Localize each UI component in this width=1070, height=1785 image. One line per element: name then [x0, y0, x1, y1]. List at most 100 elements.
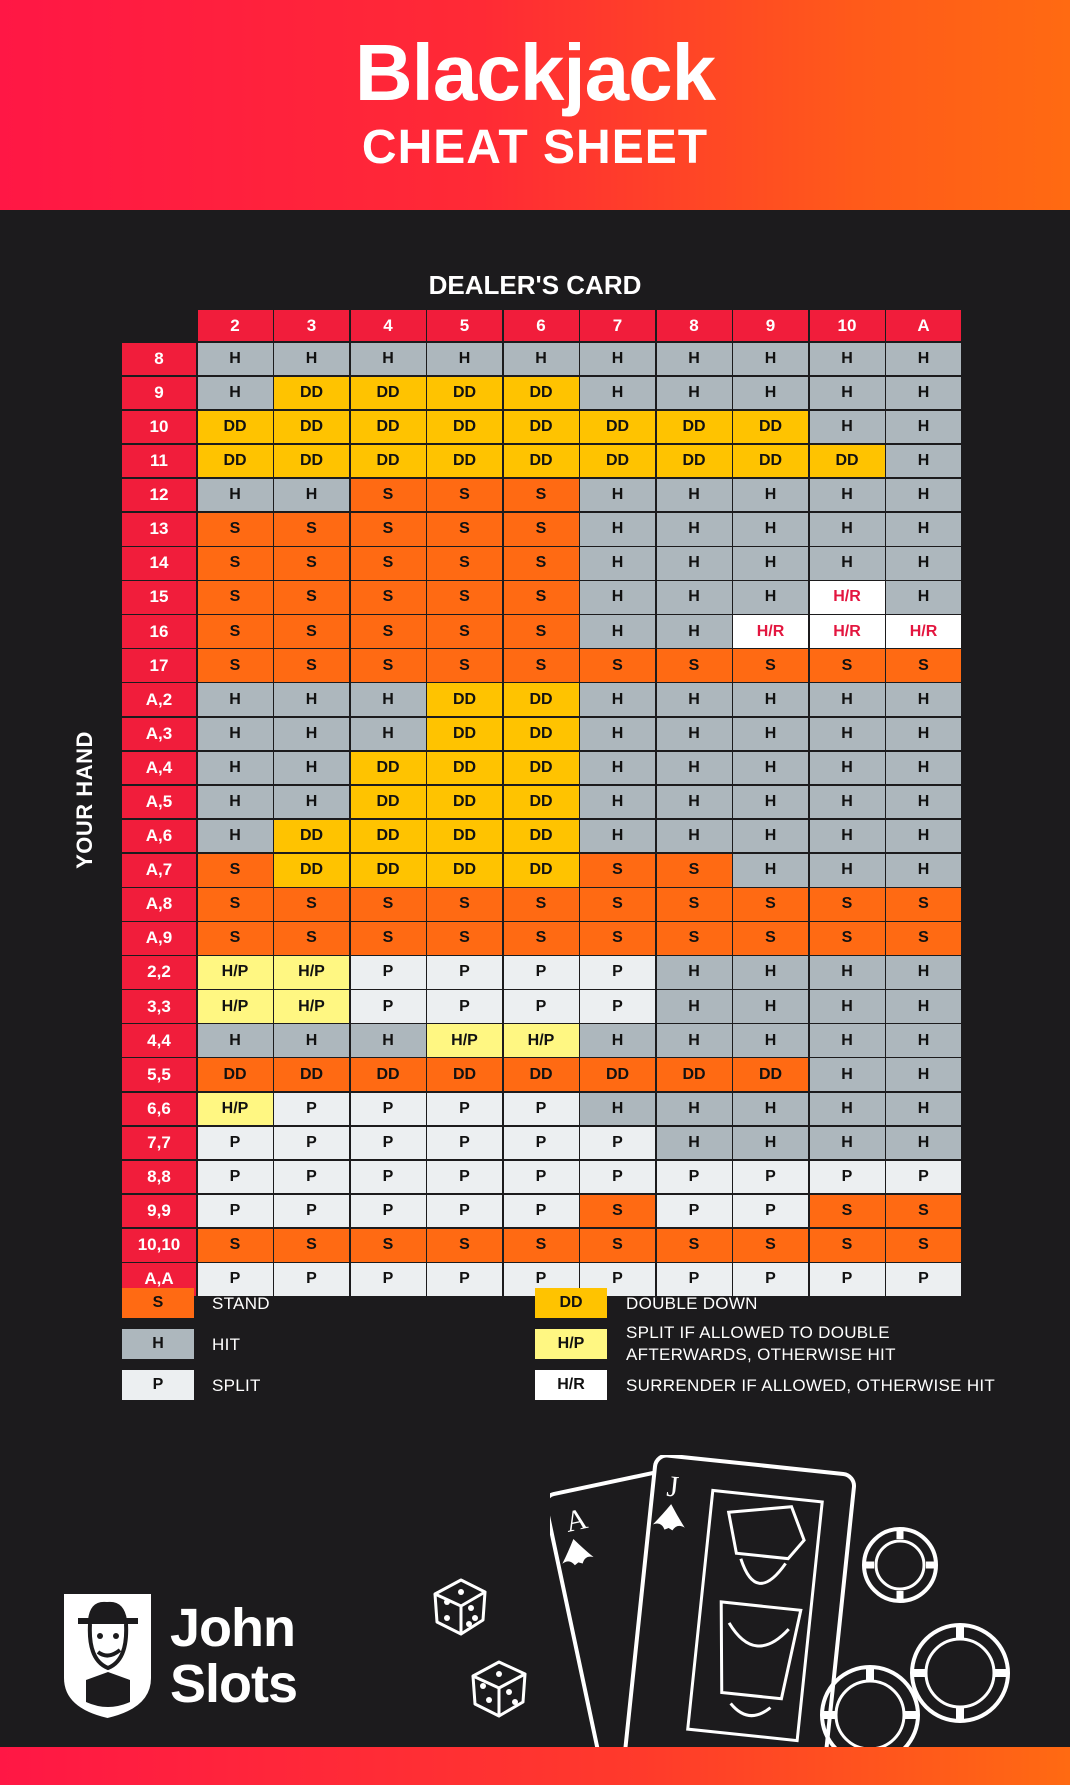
strategy-cell: H [733, 1126, 808, 1160]
strategy-cell: H [656, 990, 732, 1023]
strategy-cell: H/P [274, 956, 349, 989]
strategy-cell: DD [274, 444, 349, 478]
strategy-cell: H [733, 547, 808, 580]
your-hand-label: YOUR HAND [72, 731, 97, 869]
strategy-cell: H [656, 1092, 732, 1126]
strategy-cell: S [350, 888, 426, 921]
strategy-cell: P [427, 956, 502, 989]
hand-row-header: 12 [122, 478, 196, 512]
strategy-cell: H [580, 512, 655, 546]
strategy-cell: S [197, 615, 273, 648]
hand-row-header: 6,6 [122, 1092, 196, 1126]
dice-icon [471, 1660, 527, 1718]
strategy-cell: S [656, 888, 732, 921]
strategy-cell: H [886, 410, 961, 444]
page-title: Blackjack [354, 28, 716, 117]
strategy-cell: H [886, 853, 961, 887]
strategy-cell: P [503, 1126, 579, 1160]
strategy-cell: S [580, 1194, 655, 1228]
strategy-cell: S [197, 888, 273, 921]
strategy-cell: H [580, 819, 655, 853]
strategy-cell: S [809, 888, 885, 921]
strategy-cell: S [427, 547, 502, 580]
strategy-cell: P [350, 1126, 426, 1160]
strategy-cell: DD [503, 410, 579, 444]
hand-row-header: A,8 [122, 888, 196, 921]
strategy-cell: P [197, 1263, 273, 1296]
strategy-cell: S [350, 649, 426, 682]
strategy-cell: H [886, 819, 961, 853]
strategy-cell: DD [503, 819, 579, 853]
strategy-cell: H/R [809, 581, 885, 614]
strategy-cell: S [274, 581, 349, 614]
strategy-cell: H/P [427, 1024, 502, 1057]
strategy-cell: H [809, 342, 885, 376]
strategy-cell: S [733, 888, 808, 921]
strategy-cell: S [427, 649, 502, 682]
strategy-cell: H [886, 990, 961, 1023]
strategy-cell: H [274, 342, 349, 376]
poker-chip-icon [820, 1665, 920, 1750]
strategy-cell: H [656, 1024, 732, 1057]
strategy-cell: H [656, 956, 732, 989]
strategy-cell: DD [809, 444, 885, 478]
poker-chip-icon [910, 1623, 1010, 1723]
strategy-cell: DD [274, 410, 349, 444]
hand-row-header: A,6 [122, 819, 196, 853]
strategy-cell: H [656, 342, 732, 376]
strategy-cell: DD [274, 819, 349, 853]
strategy-cell: H/P [274, 990, 349, 1023]
strategy-cell: S [350, 512, 426, 546]
strategy-cell: H [580, 1024, 655, 1057]
strategy-cell: H [656, 785, 732, 819]
strategy-cell: P [274, 1263, 349, 1296]
legend-hp-text: SPLIT IF ALLOWED TO DOUBLE AFTERWARDS, O… [626, 1322, 896, 1366]
strategy-cell: P [350, 1160, 426, 1194]
strategy-cell: DD [350, 410, 426, 444]
strategy-cell: H [197, 342, 273, 376]
strategy-cell: H [427, 342, 502, 376]
strategy-cell: H [656, 683, 732, 717]
hand-row-header: A,7 [122, 853, 196, 887]
strategy-cell: S [427, 478, 502, 512]
strategy-cell: H [886, 478, 961, 512]
strategy-cell: DD [427, 1058, 502, 1092]
strategy-cell: H [886, 751, 961, 785]
dealer-card-header: 9 [733, 310, 808, 341]
hand-row-header: 16 [122, 615, 196, 648]
hand-row-header: 14 [122, 547, 196, 580]
hand-row-header: 10,10 [122, 1228, 196, 1262]
strategy-cell: S [809, 1194, 885, 1228]
strategy-cell: H [886, 547, 961, 580]
strategy-cell: H [733, 376, 808, 410]
strategy-cell: DD [580, 444, 655, 478]
strategy-cell: P [503, 1092, 579, 1126]
strategy-cell: H [809, 1058, 885, 1092]
logo-line-2: Slots [170, 1654, 298, 1714]
strategy-cell: P [656, 1160, 732, 1194]
strategy-cell: DD [733, 444, 808, 478]
strategy-cell: H/P [197, 990, 273, 1023]
strategy-cell: P [427, 1092, 502, 1126]
strategy-cell: S [503, 1228, 579, 1262]
strategy-cell: DD [503, 853, 579, 887]
strategy-cell: H [886, 1058, 961, 1092]
strategy-cell: S [809, 649, 885, 682]
legend-hp-line2: AFTERWARDS, OTHERWISE HIT [626, 1345, 896, 1364]
strategy-cell: P [197, 1126, 273, 1160]
strategy-cell: P [580, 1126, 655, 1160]
dealer-card-header: 8 [656, 310, 732, 341]
strategy-cell: S [274, 888, 349, 921]
header-banner: Blackjack CHEAT SHEET [0, 0, 1070, 210]
strategy-cell: H [886, 785, 961, 819]
hand-row-header: 13 [122, 512, 196, 546]
playing-cards-icon: A J [550, 1455, 856, 1755]
strategy-cell: DD [350, 1058, 426, 1092]
strategy-cell: H [274, 785, 349, 819]
hand-row-header: 4,4 [122, 1024, 196, 1057]
dealer-card-header: 7 [580, 310, 655, 341]
strategy-cell: DD [197, 1058, 273, 1092]
dealer-card-header: 10 [809, 310, 885, 341]
strategy-cell: H [886, 376, 961, 410]
strategy-cell: H [809, 956, 885, 989]
